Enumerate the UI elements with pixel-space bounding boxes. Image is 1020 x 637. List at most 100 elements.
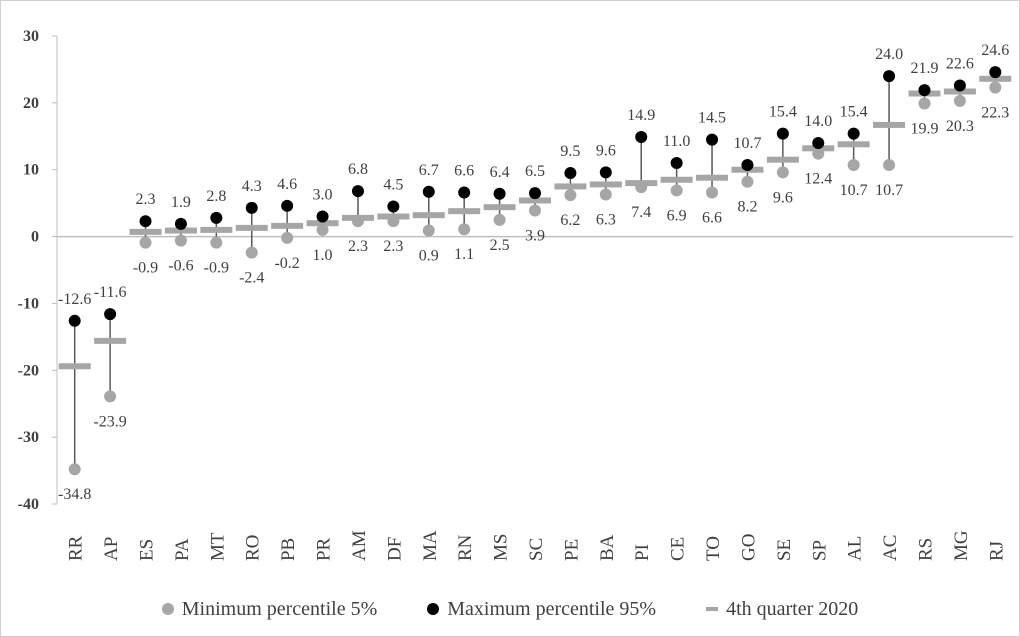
x-tick-label: AP: [101, 537, 122, 561]
max-points: [68, 66, 1002, 327]
quarter-marker: [271, 222, 304, 229]
quarter-marker: [94, 337, 127, 344]
max-value-label: 6.4: [490, 164, 510, 181]
max-value-label: 14.0: [804, 113, 832, 130]
max-point: [316, 210, 329, 223]
x-tick-label: SC: [526, 538, 547, 561]
x-tick-label: MT: [207, 532, 228, 561]
min-point: [493, 213, 506, 226]
max-value-label: 24.0: [875, 46, 903, 63]
min-point: [883, 159, 896, 172]
max-value-label: 15.4: [769, 104, 797, 121]
x-tick-label: RN: [455, 534, 476, 561]
max-point: [281, 199, 294, 212]
legend-min-label: Minimum percentile 5%: [181, 597, 378, 620]
x-tick-label: BA: [597, 534, 618, 561]
quarter-marker: [164, 227, 197, 234]
max-point: [847, 127, 860, 140]
x-tick-label: DF: [384, 537, 405, 561]
max-value-label: 11.0: [663, 133, 690, 150]
min-point: [245, 246, 258, 259]
min-value-label: -0.2: [274, 255, 299, 272]
max-point: [351, 185, 364, 198]
quarter-marker: [519, 197, 551, 204]
min-value-label: 9.6: [773, 189, 793, 206]
min-point: [670, 184, 683, 197]
x-tick-label: PI: [632, 544, 653, 561]
min-point: [599, 188, 612, 201]
min-value-label: 0.9: [419, 248, 439, 265]
max-value-label: 6.8: [348, 161, 368, 178]
min-point: [989, 81, 1002, 94]
quarter-marker: [129, 228, 162, 235]
legend-item-quarter: 4th quarter 2020: [706, 598, 858, 621]
min-value-label: 2.5: [490, 237, 510, 254]
min-value-label: -34.8: [58, 486, 91, 503]
legend-quarter-label: 4th quarter 2020: [726, 597, 859, 620]
y-tick-label: 10: [23, 162, 39, 179]
x-tick-label: AM: [349, 530, 370, 561]
quarter-marker: [873, 121, 906, 128]
min-value-label: 1.0: [313, 247, 333, 264]
x-tick-label: GO: [738, 534, 759, 561]
x-tick-label: PE: [561, 539, 582, 561]
y-tick-label: 0: [31, 229, 39, 246]
min-value-label: 6.2: [560, 212, 580, 229]
max-point: [989, 66, 1002, 79]
max-point: [139, 215, 152, 228]
min-points: [68, 81, 1002, 476]
max-value-label: 3.0: [313, 187, 333, 204]
max-value-label: 6.5: [525, 163, 545, 180]
max-point: [245, 201, 258, 214]
quarter-marker: [696, 174, 729, 181]
min-value-label: -0.9: [133, 260, 158, 277]
max-value-label: 1.9: [171, 194, 191, 211]
y-tick-label: -30: [18, 429, 39, 446]
min-value-label: 6.3: [596, 211, 616, 228]
x-tick-label: MA: [420, 530, 441, 561]
max-point: [174, 217, 187, 230]
x-tick-label: AL: [845, 536, 866, 561]
quarter-marker: [660, 176, 693, 183]
legend-quarter-marker: [706, 607, 719, 611]
x-tick-label: PR: [314, 537, 335, 561]
x-tick-label: RJ: [986, 541, 1007, 561]
max-point: [918, 84, 931, 97]
min-value-label: 22.3: [981, 104, 1009, 121]
min-point: [812, 147, 825, 160]
min-point: [776, 166, 789, 179]
max-point: [883, 70, 896, 83]
legend-min-marker: [161, 603, 174, 615]
max-value-label: -12.6: [58, 291, 91, 308]
max-point: [741, 159, 754, 172]
min-point: [422, 224, 435, 237]
x-tick-label: MG: [951, 530, 972, 561]
min-value-label: -0.6: [168, 258, 193, 275]
max-point: [210, 211, 223, 224]
data-labels: -12.6 -34.8 -11.6 -23.9 2.3 -0.9 1.9 -0.6 2.8 -0.…: [58, 42, 1009, 503]
max-point: [812, 136, 825, 149]
x-tick-label: CE: [668, 537, 689, 561]
max-point: [104, 308, 117, 321]
legend-max-marker: [427, 603, 440, 615]
min-value-label: -23.9: [93, 413, 126, 430]
quarter-marker: [554, 183, 587, 190]
max-value-label: 22.6: [946, 55, 974, 72]
x-tick-label: TO: [703, 536, 724, 561]
min-point: [174, 234, 187, 247]
max-point: [387, 200, 400, 213]
max-point: [953, 79, 966, 92]
min-value-label: 8.2: [737, 199, 757, 216]
min-point: [387, 215, 400, 228]
quarter-marker: [589, 181, 622, 188]
max-point: [458, 186, 471, 199]
x-tick-label: RO: [243, 535, 264, 561]
max-value-label: 15.4: [840, 104, 868, 121]
min-point: [918, 97, 931, 110]
x-tick-label: SP: [809, 540, 830, 561]
quarter-marker: [766, 156, 799, 163]
max-point: [706, 133, 719, 146]
quarter-marker: [306, 220, 339, 227]
min-value-label: 7.4: [631, 204, 651, 221]
max-point: [422, 185, 435, 198]
